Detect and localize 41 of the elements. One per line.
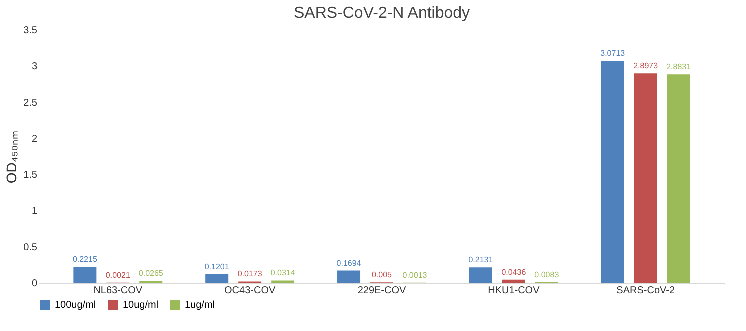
bar — [206, 274, 229, 283]
x-tick-label: 229E-COV — [358, 286, 407, 296]
data-label: 2.8973 — [634, 62, 659, 71]
data-label: 0.0436 — [502, 268, 527, 277]
data-label: 2.8831 — [666, 62, 692, 72]
data-label: 0.0021 — [106, 270, 131, 280]
data-label: 0.1694 — [336, 258, 362, 268]
y-axis-title: OD₄₅₀ₙₘ — [4, 130, 20, 184]
data-label: 0.2131 — [468, 256, 494, 265]
data-label: 0.2215 — [72, 254, 98, 264]
legend-label: 10ug/ml — [123, 300, 159, 311]
x-tick-label: HKU1-COV — [488, 286, 540, 296]
y-tick-label: 2 — [32, 134, 38, 145]
y-tick-label: 0.5 — [24, 242, 38, 254]
chart-title: SARS-CoV-2-N Antibody — [294, 5, 470, 22]
data-label: 0.0314 — [270, 268, 296, 278]
bar — [667, 74, 690, 283]
bar — [338, 270, 361, 283]
y-tick-label: 1 — [32, 206, 38, 218]
data-label: 0.0083 — [534, 270, 560, 280]
bar — [502, 280, 526, 283]
x-tick-label: SARS-CoV-2 — [616, 286, 676, 296]
y-tick-label: 3.5 — [24, 26, 38, 36]
y-tick-label: 2.5 — [24, 98, 38, 109]
data-label: 0.1201 — [204, 262, 230, 272]
data-label: 0.005 — [372, 270, 393, 280]
y-tick-label: 0 — [32, 278, 38, 290]
bar — [601, 60, 624, 283]
bar — [634, 74, 658, 283]
legend-label: 100ug/ml — [55, 300, 96, 311]
x-tick-label: NL63-COV — [94, 286, 143, 296]
data-label: 3.0713 — [600, 48, 626, 58]
data-label: 0.0173 — [238, 270, 263, 279]
bar — [74, 266, 97, 283]
bar — [469, 268, 492, 283]
y-tick-label: 1.5 — [24, 170, 38, 182]
x-tick-label: OC43-COV — [224, 286, 276, 296]
data-label: 0.0013 — [402, 270, 428, 280]
legend-label: 1ug/ml — [185, 300, 216, 311]
data-label: 0.0265 — [138, 269, 164, 278]
y-tick-label: 3 — [32, 62, 38, 73]
